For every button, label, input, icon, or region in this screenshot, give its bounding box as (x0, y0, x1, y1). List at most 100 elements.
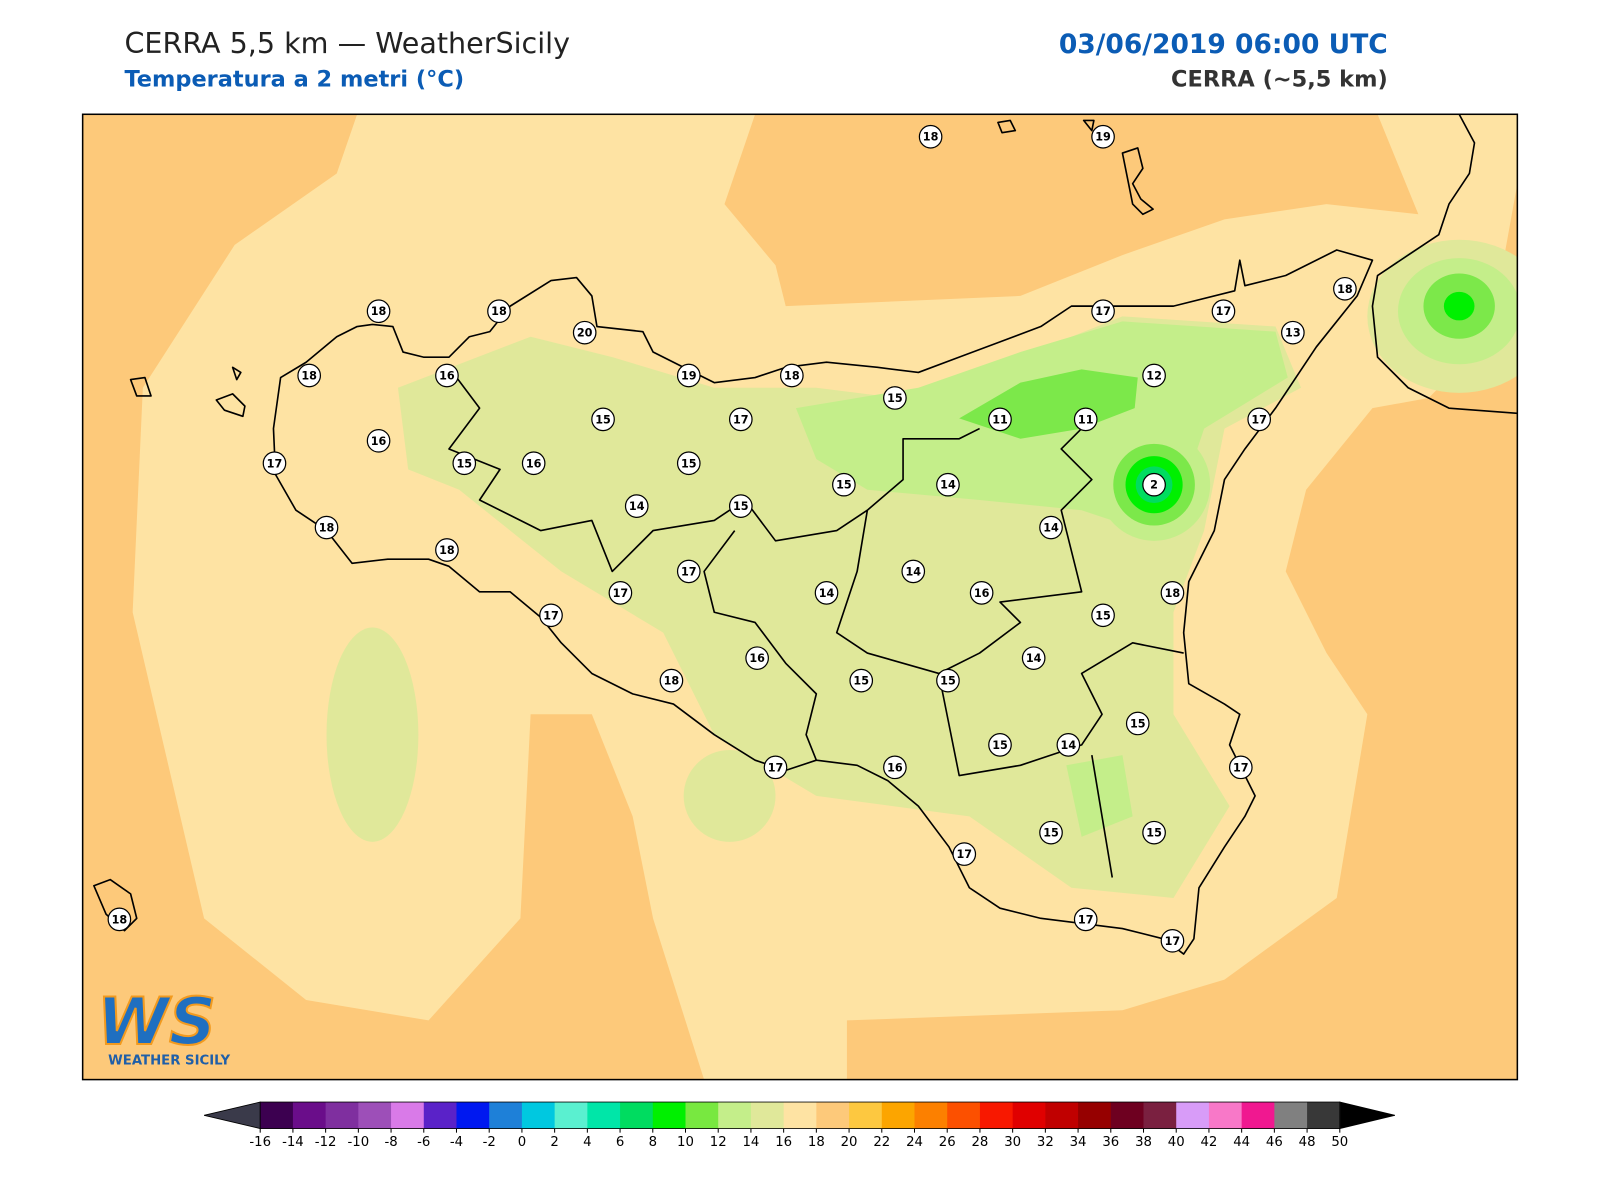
station: 18 (297, 363, 322, 388)
station-marker (676, 451, 701, 476)
station: 17 (539, 603, 563, 628)
station: 16 (883, 755, 907, 780)
station: 16 (969, 581, 994, 605)
station-marker (435, 363, 459, 388)
station-marker (969, 581, 994, 605)
station-value: 17 (1095, 305, 1111, 318)
station: 11 (988, 407, 1012, 432)
province-borders (448, 366, 1184, 878)
station-marker (1091, 124, 1115, 149)
station-value: 16 (439, 370, 455, 383)
station: 15 (1142, 820, 1166, 845)
station-value: 18 (112, 913, 128, 926)
station-value: 17 (1216, 305, 1232, 318)
station-marker (1039, 820, 1063, 845)
station-value: 17 (1251, 413, 1267, 426)
field-14-16 (326, 627, 419, 842)
station: 17 (676, 559, 701, 584)
colorbar-swatch (816, 1102, 850, 1129)
station-value: 17 (1165, 935, 1181, 948)
station-value: 15 (1043, 827, 1059, 840)
station-marker (1228, 755, 1253, 780)
colorbar-swatch (947, 1102, 981, 1129)
station-value: 18 (371, 305, 387, 318)
colorbar-tick-label: 42 (1200, 1135, 1217, 1150)
station-marker (452, 451, 477, 476)
colorbar-swatch (1045, 1102, 1079, 1129)
station: 18 (918, 124, 943, 149)
colorbar-tick-label: 22 (873, 1135, 890, 1150)
colorbar-swatch (1012, 1102, 1046, 1129)
station: 17 (262, 451, 287, 476)
station-marker (676, 559, 701, 584)
station-value: 18 (1165, 587, 1181, 600)
station-value: 11 (1078, 413, 1094, 426)
station-value: 15 (733, 500, 749, 513)
station-marker (763, 755, 788, 780)
station-value: 18 (1337, 283, 1353, 296)
colorbar-swatch (620, 1102, 654, 1129)
map-frame (81, 113, 1519, 1081)
station: 15 (1125, 711, 1150, 736)
station-marker (1125, 711, 1150, 736)
colorbar-tick-label: 18 (808, 1135, 825, 1150)
colorbar-tick-label: 2 (550, 1135, 558, 1150)
colorbar-swatch (1307, 1102, 1341, 1129)
model-label: CERRA (~5,5 km) (1171, 67, 1388, 93)
island (93, 119, 1154, 932)
field-8-10 (1443, 291, 1475, 321)
colorbar-swatch (881, 1102, 915, 1129)
station-value: 18 (784, 370, 800, 383)
station-marker (849, 668, 874, 693)
station-marker (1281, 320, 1305, 345)
station-marker (1021, 646, 1046, 670)
station-value: 19 (681, 370, 697, 383)
station-marker (521, 451, 546, 476)
colorbar-swatch (554, 1102, 588, 1129)
station-value: 14 (905, 565, 921, 578)
coastline-sicily (272, 249, 1374, 955)
colorbar-swatch (914, 1102, 948, 1129)
station: 16 (366, 428, 391, 453)
station-marker (814, 581, 839, 605)
station: 18 (1333, 276, 1357, 301)
station: 17 (952, 842, 977, 866)
station: 17 (1091, 299, 1115, 324)
station-value: 18 (319, 522, 335, 535)
colorbar-swatch (1241, 1102, 1275, 1129)
station-marker (1142, 363, 1166, 388)
colorbar-tick-label: -16 (249, 1135, 271, 1150)
colorbar-tick-label: 40 (1168, 1135, 1185, 1150)
colorbar-swatch (423, 1102, 457, 1129)
station-value: 14 (819, 587, 835, 600)
station-value: 14 (1043, 522, 1059, 535)
colorbar-tick-label: 28 (971, 1135, 988, 1150)
station-value: 14 (940, 479, 956, 492)
colorbar-swatch (391, 1102, 425, 1129)
station-marker (608, 581, 633, 605)
station: 14 (624, 494, 649, 518)
colorbar-outline (259, 1101, 1341, 1129)
station-marker (936, 668, 960, 693)
station: 18 (487, 299, 511, 324)
station-marker (988, 407, 1012, 432)
station-value: 18 (439, 544, 455, 557)
colorbar-tick-label: 36 (1102, 1135, 1119, 1150)
colorbar-swatch (783, 1102, 817, 1129)
station-value: 15 (681, 457, 697, 470)
station-marker (1091, 299, 1115, 324)
colorbar-swatch (1078, 1102, 1112, 1129)
station: 14 (814, 581, 839, 605)
station: 15 (591, 407, 615, 432)
station-marker (988, 733, 1012, 757)
station-value: 15 (992, 739, 1008, 752)
colorbar-tick-label: 14 (742, 1135, 759, 1150)
station: 11 (1073, 407, 1098, 432)
station: 17 (1228, 755, 1253, 780)
station: 17 (763, 755, 788, 780)
station-value: 18 (301, 370, 317, 383)
station: 15 (1091, 603, 1115, 628)
station: 12 (1142, 363, 1166, 388)
station: 15 (832, 472, 856, 497)
